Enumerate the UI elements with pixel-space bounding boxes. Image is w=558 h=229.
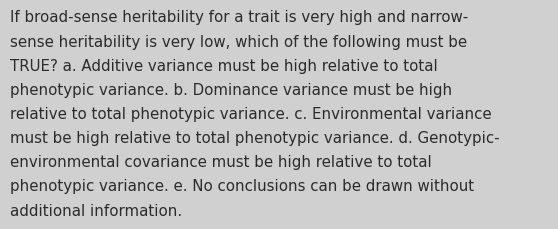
Text: If broad-sense heritability for a trait is very high and narrow-: If broad-sense heritability for a trait … xyxy=(10,10,468,25)
Text: TRUE? a. Additive variance must be high relative to total: TRUE? a. Additive variance must be high … xyxy=(10,58,438,73)
Text: must be high relative to total phenotypic variance. d. Genotypic-: must be high relative to total phenotypi… xyxy=(10,131,499,145)
Text: environmental covariance must be high relative to total: environmental covariance must be high re… xyxy=(10,155,432,169)
Text: phenotypic variance. b. Dominance variance must be high: phenotypic variance. b. Dominance varian… xyxy=(10,82,452,97)
Text: sense heritability is very low, which of the following must be: sense heritability is very low, which of… xyxy=(10,34,467,49)
Text: relative to total phenotypic variance. c. Environmental variance: relative to total phenotypic variance. c… xyxy=(10,106,492,121)
Text: additional information.: additional information. xyxy=(10,203,182,218)
Text: phenotypic variance. e. No conclusions can be drawn without: phenotypic variance. e. No conclusions c… xyxy=(10,179,474,194)
